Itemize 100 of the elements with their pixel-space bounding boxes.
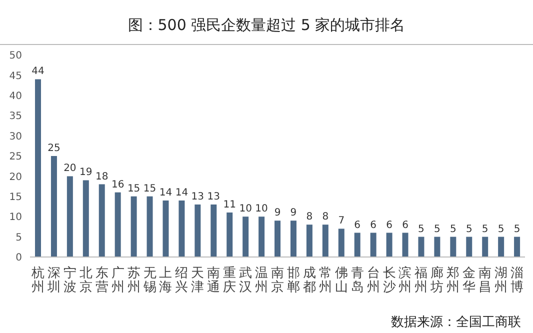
- bar: [114, 192, 121, 257]
- data-label: 6: [354, 220, 361, 231]
- bar: [306, 224, 312, 257]
- bar: [402, 232, 408, 257]
- data-label: 44: [32, 66, 44, 78]
- data-label: 19: [80, 167, 92, 178]
- data-label: 15: [143, 183, 156, 194]
- x-tick-label: 宁波: [63, 265, 76, 295]
- x-tick-label: 常州: [318, 266, 332, 295]
- bar: [210, 204, 217, 257]
- x-tick-label: 深圳: [46, 266, 60, 295]
- y-tick-label: 5: [16, 232, 22, 244]
- bar: [290, 220, 296, 257]
- bar: [386, 232, 392, 257]
- bar: [450, 236, 456, 257]
- x-tick-label: 淄博: [510, 266, 524, 295]
- bar: [466, 236, 472, 257]
- data-label: 9: [290, 208, 297, 219]
- x-tick-label: 北京: [79, 266, 92, 295]
- x-tick-label: 佛山: [334, 266, 348, 295]
- data-label: 10: [255, 204, 268, 215]
- x-tick-label: 湖州: [494, 266, 508, 295]
- bar: [66, 176, 73, 257]
- x-tick-label: 福州: [414, 266, 428, 295]
- data-label: 18: [96, 171, 108, 182]
- data-label: 5: [466, 224, 472, 235]
- x-tick-label: 上海: [159, 266, 172, 295]
- data-label: 11: [223, 200, 236, 211]
- data-label: 14: [159, 187, 172, 198]
- data-label: 20: [64, 163, 76, 174]
- x-tick-label: 长沙: [382, 266, 396, 295]
- data-label: 5: [514, 224, 520, 235]
- bar: [434, 236, 440, 257]
- data-label: 14: [175, 187, 188, 198]
- data-label: 5: [418, 224, 424, 235]
- data-label: 8: [322, 212, 329, 223]
- x-tick-label: 天津: [191, 266, 204, 295]
- x-tick-label: 无锡: [142, 266, 156, 295]
- data-label: 5: [434, 224, 440, 235]
- data-label: 16: [111, 179, 124, 190]
- x-tick-label: 绍兴: [175, 266, 188, 295]
- bar: [162, 200, 169, 257]
- bar: [354, 232, 360, 257]
- y-tick-label: 0: [16, 252, 22, 264]
- x-tick-label: 武汉: [239, 266, 252, 295]
- data-label: 5: [482, 224, 488, 235]
- data-label: 10: [239, 204, 252, 215]
- bar: [50, 156, 57, 257]
- bar: [514, 236, 520, 257]
- bar: [242, 216, 249, 257]
- bar: [370, 232, 376, 257]
- bar: [178, 200, 185, 257]
- data-label: 6: [370, 220, 377, 231]
- x-tick-label: 杭州: [30, 266, 44, 295]
- x-tick-label: 郑州: [446, 266, 460, 295]
- y-tick-label: 10: [9, 212, 22, 224]
- bar: [130, 196, 137, 257]
- x-tick-label: 东营: [95, 266, 108, 295]
- x-tick-label: 成都: [302, 266, 316, 295]
- bar: [98, 184, 105, 257]
- data-label: 6: [386, 220, 392, 231]
- x-tick-label: 南昌: [478, 266, 492, 295]
- x-tick-label: 温州: [255, 266, 268, 295]
- x-tick-label: 廊坊: [430, 265, 444, 295]
- x-tick-label: 邯郸: [286, 266, 300, 295]
- y-tick-label: 40: [9, 90, 22, 102]
- x-tick-label: 南京: [271, 266, 284, 295]
- source-note: 数据来源：全国工商联: [391, 314, 521, 331]
- y-tick-label: 50: [9, 50, 22, 62]
- bar: [82, 180, 89, 257]
- data-label: 6: [402, 220, 408, 231]
- bar: [194, 204, 201, 257]
- bar: [146, 196, 153, 257]
- data-label: 25: [48, 143, 60, 154]
- bar: [226, 212, 233, 257]
- bar: [258, 216, 265, 257]
- x-tick-label: 金华: [462, 266, 476, 295]
- x-tick-label: 南通: [207, 266, 220, 295]
- x-tick-label: 青岛: [350, 266, 364, 295]
- y-tick-label: 35: [9, 111, 22, 122]
- y-tick-label: 20: [9, 172, 22, 183]
- y-tick-label: 30: [9, 131, 22, 142]
- x-tick-label: 广州: [111, 266, 124, 295]
- bar: [35, 79, 41, 257]
- x-tick-label: 重庆: [223, 266, 236, 295]
- y-tick-label: 15: [9, 192, 22, 203]
- data-label: 5: [498, 224, 504, 235]
- data-label: 8: [306, 212, 313, 223]
- bar: [338, 228, 344, 257]
- bar: [274, 220, 281, 257]
- data-label: 13: [207, 191, 220, 202]
- data-label: 5: [450, 224, 456, 235]
- data-label: 15: [127, 183, 140, 194]
- x-tick-label: 台州: [366, 266, 380, 295]
- bar: [418, 236, 424, 257]
- y-tick-label: 25: [9, 152, 22, 163]
- data-label: 7: [338, 216, 345, 227]
- bar: [322, 224, 328, 257]
- bar: [482, 236, 488, 257]
- x-tick-label: 滨州: [398, 265, 412, 295]
